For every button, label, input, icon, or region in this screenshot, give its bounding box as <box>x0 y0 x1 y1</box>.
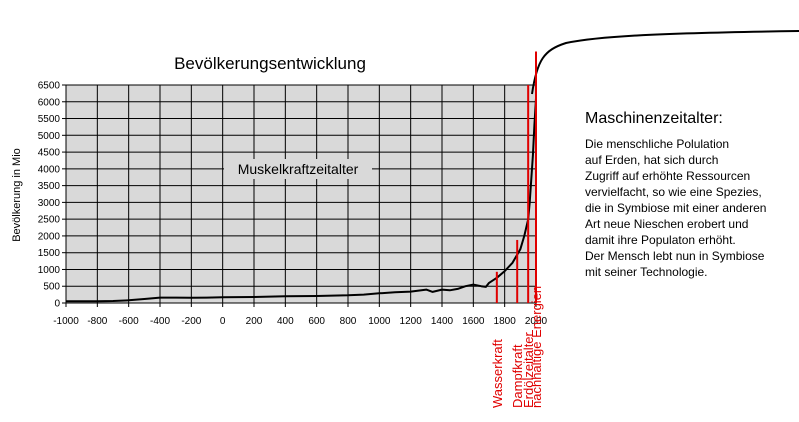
x-tick-label: 2000 <box>525 316 548 327</box>
y-axis-label: Bevölkerung in Mio <box>11 148 23 242</box>
side-text-line: auf Erden, hat sich durch <box>585 153 719 167</box>
x-tick-labels: -1000 -800 -600 -400 -200 0 200 400 600 800 1000 12… <box>53 316 547 327</box>
x-tick-label: 800 <box>340 316 357 327</box>
x-tick-label: 1200 <box>400 316 423 327</box>
x-tick-label: -600 <box>119 316 139 327</box>
side-text-line: Art neue Nieschen erobert und <box>585 217 749 231</box>
x-tick-label: 1000 <box>368 316 391 327</box>
x-tick-label: 1600 <box>462 316 485 327</box>
y-tick-label: 2000 <box>38 231 61 242</box>
side-text-line: Der Mensch lebt nun in Symbiose <box>585 249 765 263</box>
side-text-line: damit ihre Populaton erhöht. <box>585 233 736 247</box>
era-marker-label: Dampfkraft <box>510 344 525 408</box>
plot-area <box>66 85 536 303</box>
x-tick-label: -200 <box>181 316 201 327</box>
y-tick-label: 1500 <box>38 248 61 259</box>
x-tick-label: -400 <box>150 316 170 327</box>
side-text-line: Zugriff auf erhöhte Ressourcen <box>585 169 751 183</box>
y-tick-label: 6000 <box>38 97 61 108</box>
side-text-panel: Maschinenzeitalter: Die menschliche Polu… <box>585 110 795 280</box>
plateau-curve <box>531 30 799 95</box>
x-tick-label: -800 <box>87 316 107 327</box>
x-tick-label: -1000 <box>53 316 79 327</box>
chart-title: Bevölkerungsentwicklung <box>174 54 366 73</box>
side-description: Die menschliche Polulation auf Erden, hat… <box>585 136 795 280</box>
era-marker-label: nachhaltige Energien <box>529 286 544 408</box>
side-text-line: die in Symbiose mit einer anderen <box>585 201 767 215</box>
side-text-line: mit seiner Technologie. <box>585 265 708 279</box>
y-tick-label: 1000 <box>38 265 61 276</box>
series-layer <box>66 30 799 303</box>
era-marker-label: Erdölzeitalter <box>521 331 536 408</box>
y-tick-label: 5000 <box>38 131 61 142</box>
x-tick-label: 600 <box>308 316 325 327</box>
x-tick-label: 400 <box>277 316 294 327</box>
y-tick-label: 3500 <box>38 181 61 192</box>
y-tick-labels: 0 500 1000 1500 2000 2500 3000 3500 4000 4500 5000… <box>38 81 61 310</box>
grid-lines <box>65 84 537 304</box>
y-tick-label: 6500 <box>38 81 61 92</box>
side-title: Maschinenzeitalter: <box>585 110 723 127</box>
era-markers: Wasserkraft DampfkraftErdölzeitalternachh… <box>490 51 544 408</box>
population-line <box>66 98 537 303</box>
side-text-line: Die menschliche Polulation <box>585 137 730 151</box>
y-tick-label: 4500 <box>38 148 61 159</box>
y-tick-label: 0 <box>54 299 60 310</box>
x-tick-label: 0 <box>220 316 226 327</box>
x-tick-label: 200 <box>246 316 263 327</box>
y-tick-label: 3000 <box>38 198 61 209</box>
y-tick-label: 500 <box>43 282 60 293</box>
era-marker-label: Wasserkraft <box>490 339 505 408</box>
x-tick-label: 1400 <box>431 316 454 327</box>
y-tick-label: 5500 <box>38 114 61 125</box>
era-label-muskelkraft: Muskelkraftzeitalter <box>224 159 372 179</box>
y-tick-label: 4000 <box>38 164 61 175</box>
muskelkraftzeitalter-label: Muskelkraftzeitalter <box>238 161 359 177</box>
side-text-line: vervielfacht, so wie eine Spezies, <box>585 185 762 199</box>
x-tick-label: 1800 <box>494 316 517 327</box>
y-tick-label: 2500 <box>38 215 61 226</box>
